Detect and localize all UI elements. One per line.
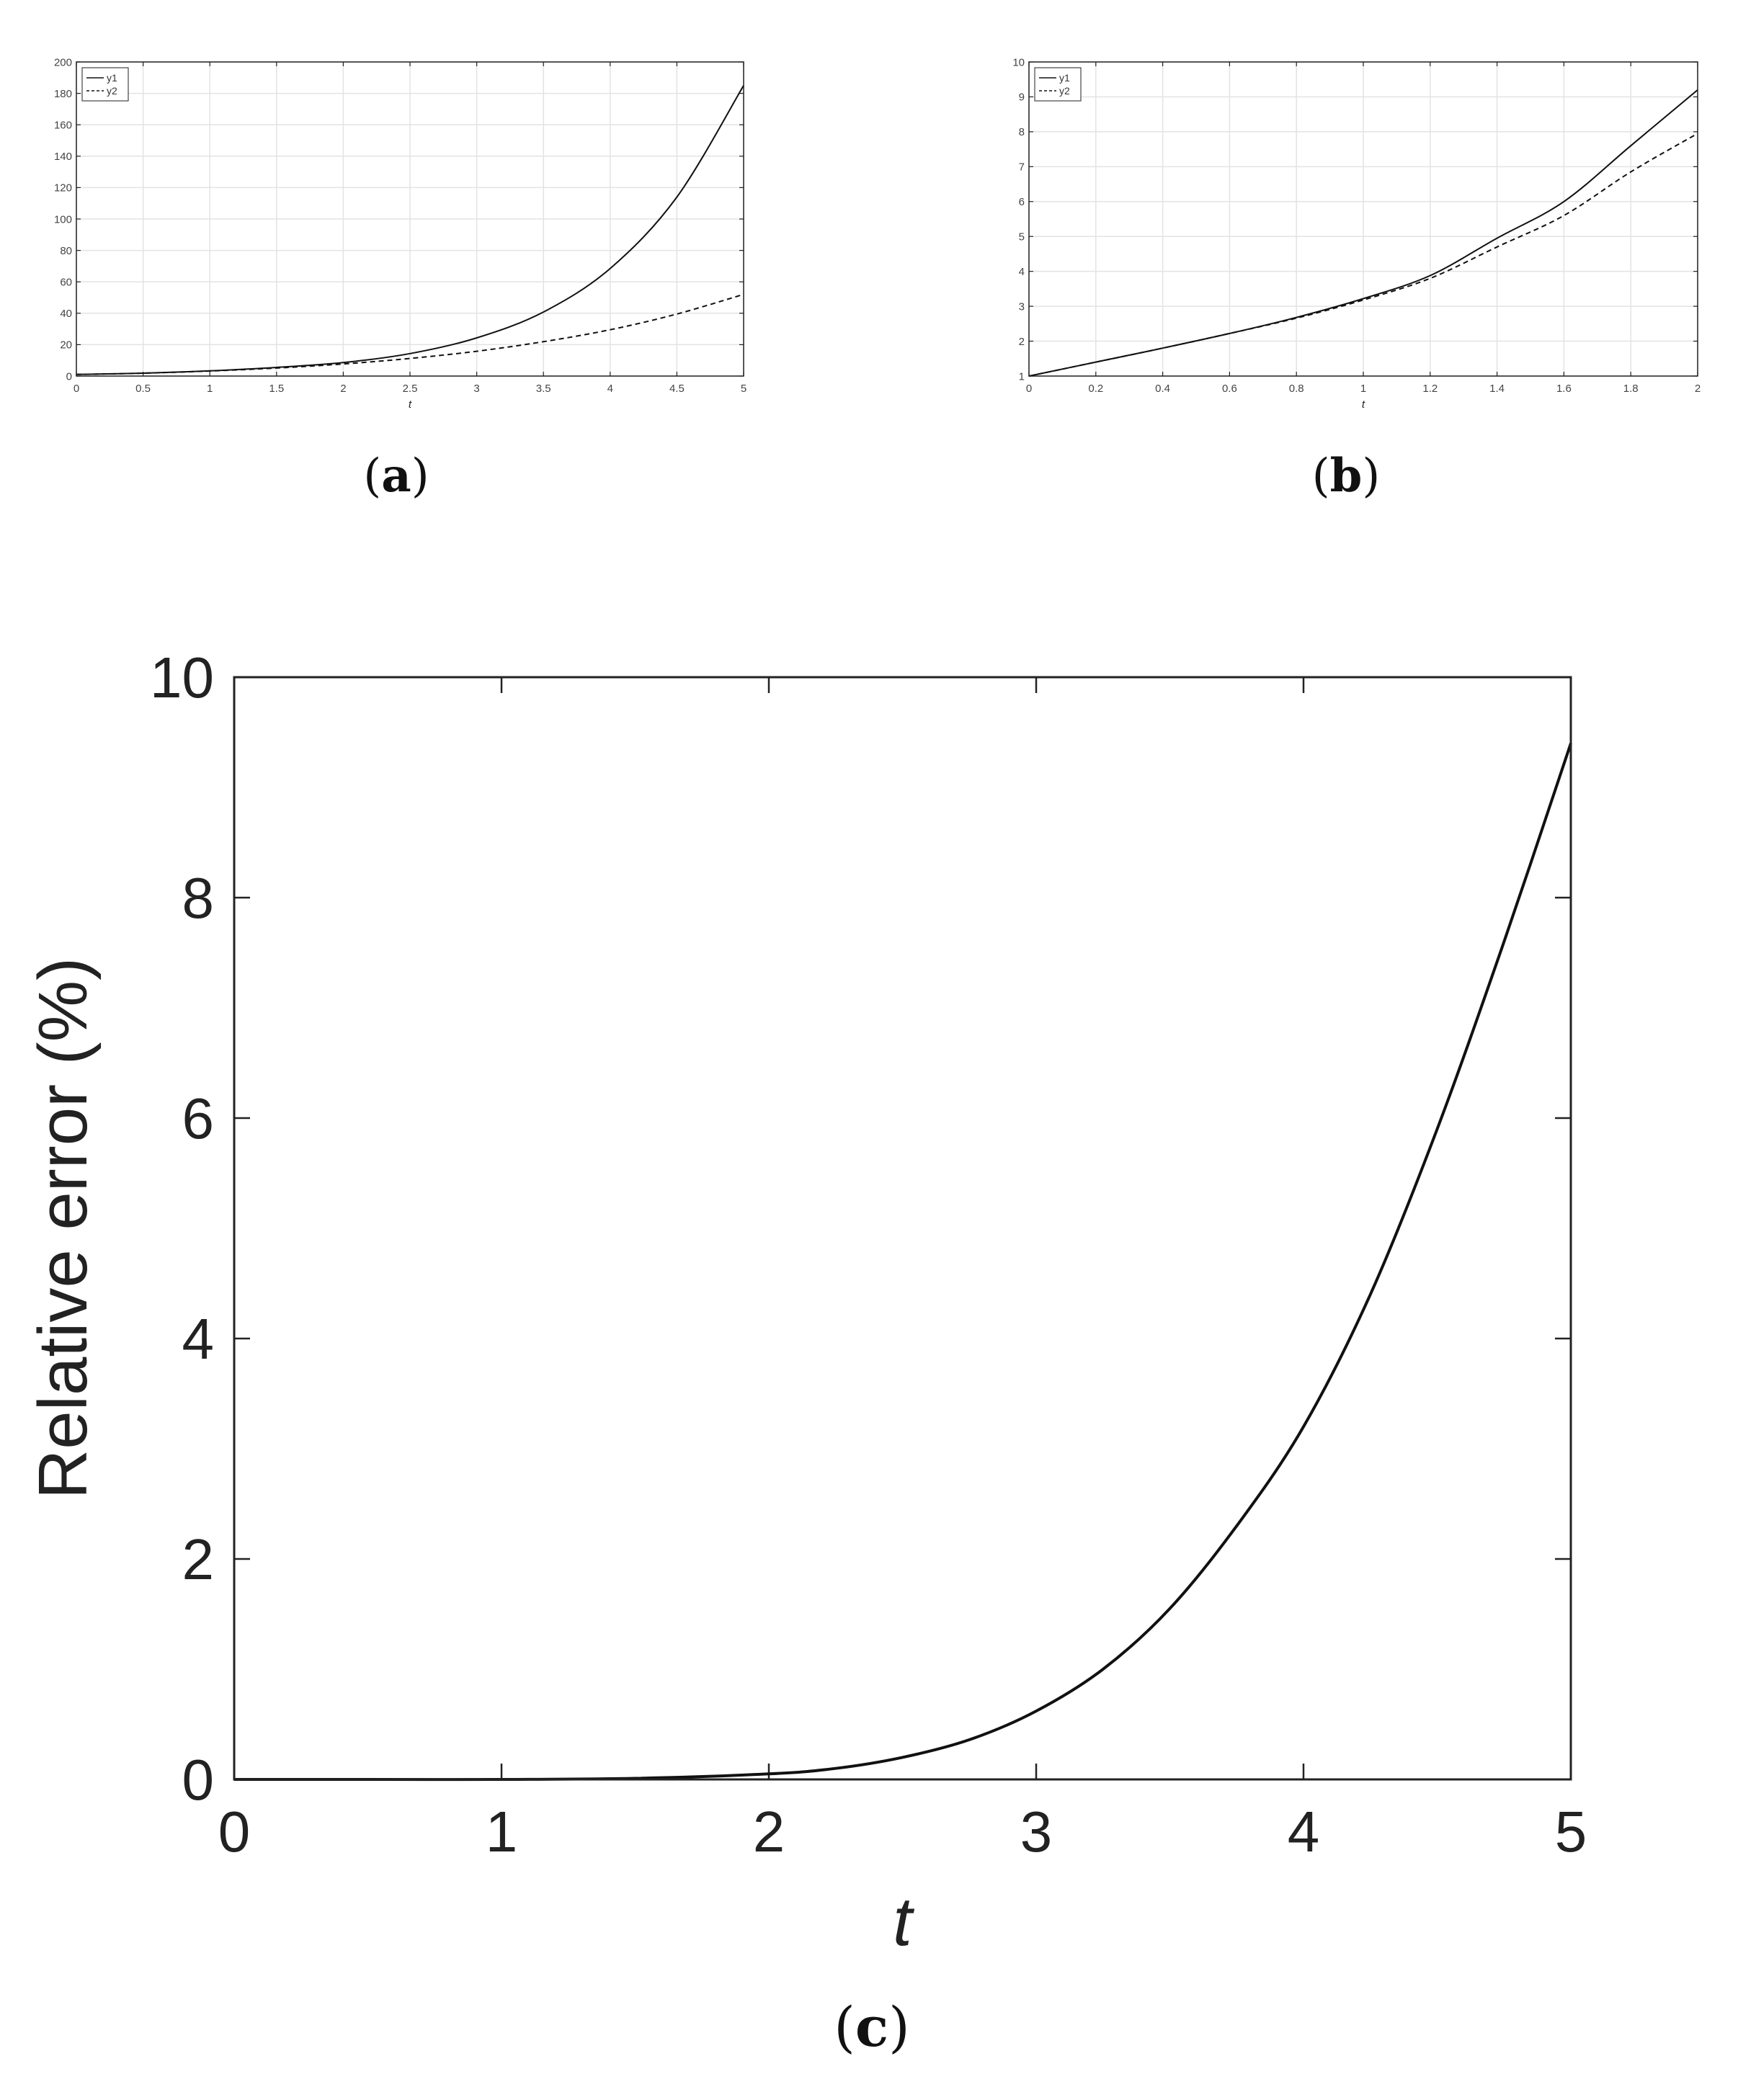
- chart-b-x-axis-label: t: [1362, 398, 1365, 411]
- chart-panel-b: 0 0.2 0.4 0.6 0.8 1 1.2 1.4 1.6 1.8 2 1 2 3 4 5 6 7 8 9 10 y1…: [869, 0, 1738, 519]
- chart-b-y-tick-label-9: 10: [1012, 56, 1025, 68]
- chart-b-caption: (b): [1312, 449, 1381, 503]
- chart-c-x-tick-label-4: 4: [1288, 1800, 1320, 1864]
- chart-b-legend-box: [1034, 67, 1082, 102]
- chart-b-x-tick-label-8: 1.6: [1556, 383, 1572, 395]
- chart-c-caption: (c): [834, 1995, 910, 2059]
- chart-b-axes-frame: [1028, 61, 1698, 377]
- chart-b-x-tick-label-2: 0.4: [1155, 383, 1170, 395]
- chart-c: 0 1 2 3 4 5 0 2 4 6 8 10 t Relative error (%) (c): [24, 645, 1587, 2059]
- chart-a-x-tick-label-1: 0.5: [135, 383, 151, 395]
- chart-b-y-tick-label-2: 3: [1019, 300, 1025, 313]
- chart-a-y-tick-label-2: 40: [60, 308, 72, 320]
- chart-a-x-axis-label: t: [409, 398, 412, 411]
- chart-a-y-tick-label-3: 60: [60, 276, 72, 288]
- chart-a-caption: (a): [363, 449, 429, 503]
- chart-b-y-tick-label-4: 5: [1019, 231, 1025, 243]
- chart-b-x-tick-label-3: 0.6: [1222, 383, 1237, 395]
- chart-b-y-tick-label-7: 8: [1019, 126, 1025, 138]
- chart-c-axes-frame: [233, 676, 1572, 1781]
- chart-a-y-tick-label-8: 160: [54, 119, 72, 131]
- chart-a-legend-label-y1: y1: [107, 72, 117, 84]
- chart-c-y-tick-label-0: 0: [182, 1748, 215, 1812]
- chart-a-y-tick-label-1: 20: [60, 339, 72, 352]
- chart-b-y-tick-label-6: 7: [1019, 161, 1025, 174]
- chart-a-legend-box: [81, 67, 129, 102]
- chart-b-x-tick-label-9: 1.8: [1623, 383, 1639, 395]
- chart-c-x-axis-label: t: [893, 1883, 914, 1960]
- chart-b-x-tick-label-1: 0.2: [1088, 383, 1103, 395]
- chart-a-x-tick-label-5: 2.5: [403, 383, 418, 395]
- chart-a-x-tick-label-0: 0: [73, 383, 79, 395]
- chart-a-y-tick-label-9: 180: [54, 88, 72, 100]
- chart-a-y-tick-label-10: 200: [54, 56, 72, 68]
- chart-b-x-tick-label-10: 2: [1695, 383, 1701, 395]
- chart-c-plot-area: [234, 677, 1571, 1779]
- chart-b-legend-label-y1: y1: [1059, 72, 1070, 84]
- chart-c-y-tick-label-1: 2: [182, 1527, 215, 1591]
- chart-b-x-tick-label-7: 1.4: [1489, 383, 1505, 395]
- chart-c-x-tick-label-1: 1: [486, 1800, 518, 1864]
- chart-a: 0 0.5 1 1.5 2 2.5 3 3.5 4 4.5 5 0 20 40 60 80 100 120 140 1…: [54, 56, 747, 503]
- chart-a-y-tick-label-6: 120: [54, 182, 72, 195]
- chart-a-x-tick-label-7: 3.5: [536, 383, 551, 395]
- chart-b-x-tick-label-6: 1.2: [1422, 383, 1438, 395]
- chart-b-y-tick-label-3: 4: [1019, 266, 1025, 278]
- chart-a-x-tick-label-3: 1.5: [269, 383, 284, 395]
- chart-a-y-tick-label-5: 100: [54, 213, 72, 225]
- chart-a-legend-label-y2: y2: [107, 85, 117, 97]
- chart-a-x-tick-label-8: 4: [607, 383, 613, 395]
- chart-c-y-axis-label: Relative error (%): [24, 957, 102, 1499]
- chart-c-y-tick-label-2: 4: [182, 1307, 215, 1371]
- chart-a-y-tick-label-4: 80: [60, 245, 72, 257]
- chart-a-y-tick-label-7: 140: [54, 151, 72, 163]
- chart-c-y-tick-label-5: 10: [150, 645, 214, 710]
- chart-a-y-tick-label-0: 0: [66, 370, 72, 383]
- chart-a-x-tick-label-9: 4.5: [669, 383, 685, 395]
- chart-a-series-y2-line: [76, 293, 744, 375]
- chart-c-x-tick-label-3: 3: [1020, 1800, 1053, 1864]
- chart-a-x-tick-label-2: 1: [207, 383, 213, 395]
- chart-c-y-tick-label-3: 6: [182, 1086, 215, 1150]
- chart-c-x-tick-label-0: 0: [218, 1800, 251, 1864]
- chart-a-x-tick-label-4: 2: [340, 383, 346, 395]
- chart-c-x-tick-label-5: 5: [1555, 1800, 1587, 1864]
- chart-b-x-tick-label-5: 1: [1360, 383, 1366, 395]
- chart-c-x-tick-label-2: 2: [753, 1800, 785, 1864]
- chart-b-y-tick-label-5: 6: [1019, 196, 1025, 208]
- chart-b-series-y2-line: [1028, 133, 1698, 377]
- chart-a-axes-frame: [76, 61, 744, 377]
- chart-b-y-tick-label-0: 1: [1019, 370, 1025, 383]
- chart-b: 0 0.2 0.4 0.6 0.8 1 1.2 1.4 1.6 1.8 2 1 2 3 4 5 6 7 8 9 10 y1…: [1012, 56, 1701, 503]
- chart-a-x-tick-label-10: 5: [741, 383, 747, 395]
- chart-panel-c: 0 1 2 3 4 5 0 2 4 6 8 10 t Relative error (%) (c): [0, 620, 1738, 2100]
- chart-b-y-tick-label-1: 2: [1019, 336, 1025, 348]
- chart-b-y-tick-label-8: 9: [1019, 91, 1025, 104]
- chart-panel-a: 0 0.5 1 1.5 2 2.5 3 3.5 4 4.5 5 0 20 40 60 80 100 120 140 1…: [0, 0, 869, 519]
- chart-b-x-tick-label-4: 0.8: [1289, 383, 1304, 395]
- chart-b-x-tick-label-0: 0: [1026, 383, 1032, 395]
- chart-a-x-tick-label-6: 3: [473, 383, 479, 395]
- chart-b-legend-label-y2: y2: [1059, 85, 1070, 97]
- chart-c-y-tick-label-4: 8: [182, 866, 215, 930]
